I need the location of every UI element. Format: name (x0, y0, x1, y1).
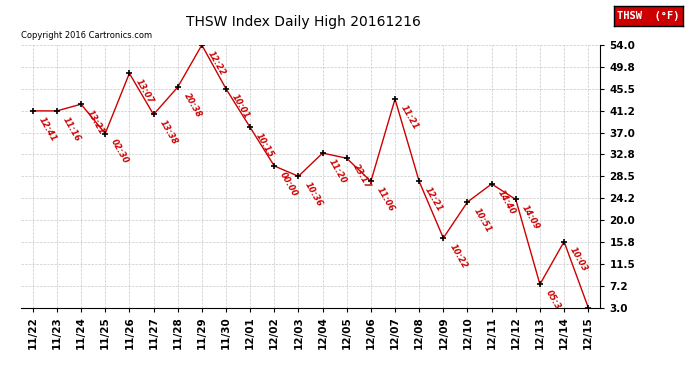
Text: 12:22: 12:22 (206, 49, 227, 77)
Text: THSW Index Daily High 20161216: THSW Index Daily High 20161216 (186, 15, 421, 29)
Text: 13:21: 13:21 (86, 108, 106, 136)
Text: 10:01: 10:01 (230, 93, 251, 121)
Text: 05:36: 05:36 (544, 288, 565, 316)
Text: 11:06: 11:06 (375, 186, 396, 213)
Text: 00:00: 00:00 (279, 170, 299, 198)
Text: 14:09: 14:09 (520, 204, 541, 231)
Text: 12:21: 12:21 (424, 186, 444, 213)
Text: 11:16: 11:16 (61, 115, 82, 143)
Text: 14:15: 14:15 (593, 312, 613, 339)
Text: THSW  (°F): THSW (°F) (618, 11, 680, 21)
Text: 10:03: 10:03 (569, 246, 589, 273)
Text: 10:36: 10:36 (303, 180, 324, 208)
Text: 10:51: 10:51 (472, 206, 493, 234)
Text: 10:22: 10:22 (448, 242, 469, 270)
Text: 11:20: 11:20 (327, 157, 348, 185)
Text: 13:07: 13:07 (134, 78, 155, 105)
Text: 11:21: 11:21 (400, 103, 420, 131)
Text: 23:17: 23:17 (351, 162, 372, 190)
Text: Copyright 2016 Cartronics.com: Copyright 2016 Cartronics.com (21, 31, 152, 40)
Text: 20:38: 20:38 (182, 92, 203, 119)
Text: 02:30: 02:30 (110, 138, 130, 165)
Text: 14:40: 14:40 (496, 188, 517, 216)
Text: 12:41: 12:41 (37, 115, 58, 143)
Text: 13:38: 13:38 (158, 118, 179, 146)
Text: 10:15: 10:15 (255, 132, 275, 159)
